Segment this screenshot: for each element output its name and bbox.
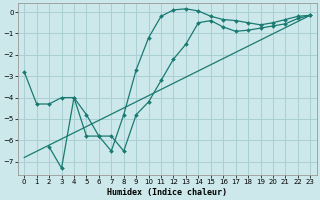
X-axis label: Humidex (Indice chaleur): Humidex (Indice chaleur) (107, 188, 227, 197)
